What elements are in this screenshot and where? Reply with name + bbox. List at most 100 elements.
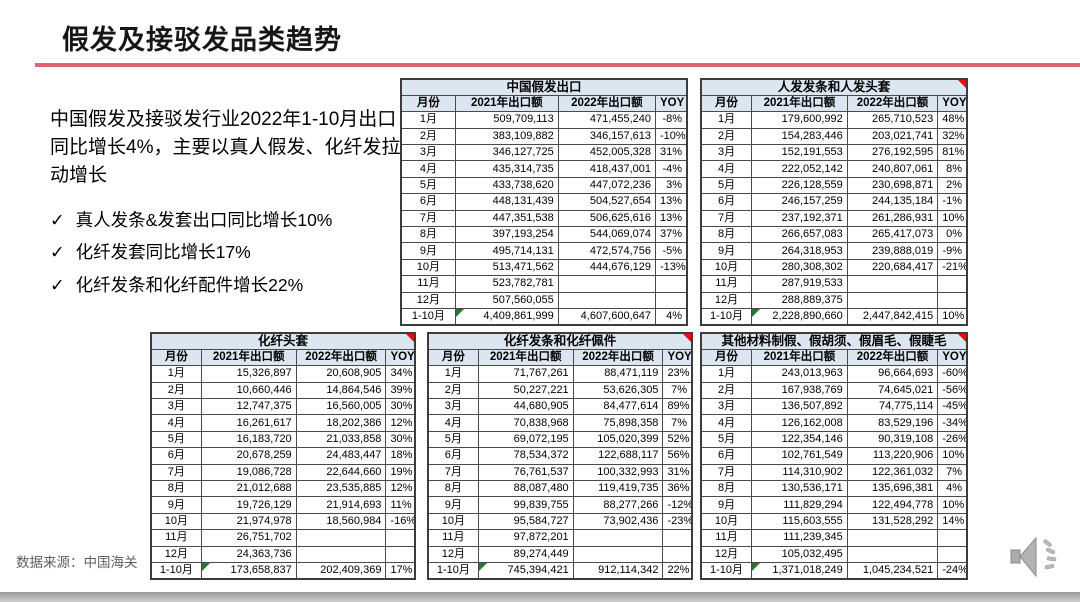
value-cell: 12,747,375 bbox=[200, 398, 297, 416]
value-cell: 12% bbox=[385, 414, 416, 432]
value-cell: 69,072,195 bbox=[477, 430, 574, 449]
month-cell: 12月 bbox=[427, 545, 479, 563]
formula-flag-icon bbox=[479, 563, 487, 571]
value-cell: 44,680,905 bbox=[477, 398, 574, 416]
value-cell: 89,274,449 bbox=[477, 545, 574, 563]
column-header: 月份 bbox=[427, 348, 479, 367]
month-cell: 11月 bbox=[700, 529, 753, 547]
title-underline bbox=[35, 63, 1080, 67]
value-cell: -34% bbox=[937, 414, 968, 432]
value-cell: 14% bbox=[937, 512, 968, 531]
table-body: 1月 243,013,963 96,664,693 -60% 2月 167,938,769… bbox=[700, 365, 968, 580]
comment-marker-icon bbox=[406, 334, 414, 342]
table-header-row: 月份 2021年出口额 2022年出口额 YOY bbox=[700, 348, 968, 367]
month-cell: 1月 bbox=[150, 365, 202, 383]
table-body: 1月 15,326,897 20,608,905 34% 2月 10,660,446 14,… bbox=[150, 365, 416, 580]
value-cell: 89% bbox=[662, 398, 693, 416]
value-cell: 21,033,858 bbox=[295, 430, 387, 449]
month-cell: 7月 bbox=[427, 463, 479, 482]
table-row: 6月 448,131,439 504,527,654 13% bbox=[400, 193, 688, 211]
month-cell: 2月 bbox=[150, 381, 202, 400]
value-cell: 105,032,495 bbox=[751, 545, 848, 563]
value-cell bbox=[937, 545, 968, 563]
table-row: 8月 21,012,688 23,535,885 12% bbox=[150, 480, 416, 498]
value-cell: 18% bbox=[385, 447, 416, 465]
value-cell: 97,872,201 bbox=[477, 529, 574, 547]
value-cell: 154,283,446 bbox=[751, 127, 848, 146]
value-cell: 276,192,595 bbox=[846, 144, 939, 162]
month-cell: 6月 bbox=[400, 193, 456, 211]
value-cell: 32% bbox=[937, 127, 968, 146]
table-row: 12月 288,889,375 bbox=[700, 291, 968, 309]
page-title: 假发及接驳发品类趋势 bbox=[62, 25, 342, 55]
column-header: 2021年出口额 bbox=[751, 348, 848, 367]
month-cell: 6月 bbox=[150, 447, 202, 465]
value-cell: 179,600,992 bbox=[751, 111, 848, 129]
value-cell: 20,608,905 bbox=[295, 365, 387, 383]
table-title: 中国假发出口 bbox=[400, 78, 688, 96]
month-cell: 10月 bbox=[700, 512, 753, 531]
value-cell: -12% bbox=[662, 496, 693, 514]
month-cell: 12月 bbox=[150, 545, 202, 563]
table-header-row: 月份 2021年出口额 2022年出口额 YOY bbox=[700, 94, 968, 113]
value-cell: 131,528,292 bbox=[846, 512, 939, 531]
table-row: 2月 383,109,882 346,157,613 -10% bbox=[400, 127, 688, 146]
column-header: 2021年出口额 bbox=[477, 348, 574, 367]
table-row: 12月 89,274,449 bbox=[427, 545, 693, 563]
bottom-bar bbox=[0, 592, 1080, 602]
table-row: 6月 246,157,259 244,135,184 -1% bbox=[700, 193, 968, 211]
value-cell: 74,645,021 bbox=[846, 381, 939, 400]
table-row: 5月 122,354,146 90,319,108 -26% bbox=[700, 430, 968, 449]
value-cell bbox=[655, 275, 688, 293]
table-row: 7月 76,761,537 100,332,993 31% bbox=[427, 463, 693, 482]
table-row: 7月 19,086,728 22,644,660 19% bbox=[150, 463, 416, 482]
value-cell: 202,409,369 bbox=[295, 561, 387, 580]
audio-speaker-icon[interactable] bbox=[1008, 534, 1060, 582]
value-cell: 167,938,769 bbox=[751, 381, 848, 400]
column-header: 2022年出口额 bbox=[572, 348, 664, 367]
month-cell: 10月 bbox=[427, 512, 479, 531]
value-cell: 18,560,984 bbox=[295, 512, 387, 531]
value-cell: -26% bbox=[937, 430, 968, 449]
column-header: YOY bbox=[937, 348, 968, 367]
value-cell: 37% bbox=[655, 226, 688, 244]
table-row: 10月 21,974,978 18,560,984 -16% bbox=[150, 512, 416, 531]
month-cell: 10月 bbox=[400, 258, 456, 277]
month-cell: 9月 bbox=[700, 496, 753, 514]
value-cell: 3% bbox=[655, 176, 688, 195]
value-cell: 226,128,559 bbox=[751, 176, 848, 195]
month-cell: 5月 bbox=[700, 176, 753, 195]
value-cell: 173,658,837 bbox=[200, 561, 297, 580]
data-source-note: 数据来源：中国海关 bbox=[16, 555, 138, 570]
table-row: 3月 44,680,905 84,477,614 89% bbox=[427, 398, 693, 416]
value-cell: 23,535,885 bbox=[295, 480, 387, 498]
speaker-icon bbox=[1010, 536, 1057, 578]
value-cell: 75,898,358 bbox=[572, 414, 664, 432]
value-cell: 383,109,882 bbox=[454, 127, 559, 146]
value-cell: 111,829,294 bbox=[751, 496, 848, 514]
value-cell: 111,239,345 bbox=[751, 529, 848, 547]
value-cell: 122,361,032 bbox=[846, 463, 939, 482]
value-cell bbox=[846, 545, 939, 563]
table-row: 11月 287,919,533 bbox=[700, 275, 968, 293]
value-cell: 2,447,842,415 bbox=[846, 307, 939, 326]
value-cell: 20,678,259 bbox=[200, 447, 297, 465]
value-cell: -13% bbox=[655, 258, 688, 277]
value-cell: 73,902,436 bbox=[572, 512, 664, 531]
month-cell: 11月 bbox=[400, 275, 456, 293]
month-cell: 8月 bbox=[700, 226, 753, 244]
month-cell: 4月 bbox=[150, 414, 202, 432]
table-row: 11月 111,239,345 bbox=[700, 529, 968, 547]
column-header: YOY bbox=[937, 94, 968, 113]
column-header: 月份 bbox=[150, 348, 202, 367]
table-row: 6月 102,761,549 113,220,906 10% bbox=[700, 447, 968, 465]
value-cell: 19% bbox=[385, 463, 416, 482]
value-cell: 447,351,538 bbox=[454, 209, 559, 228]
value-cell: 506,625,616 bbox=[557, 209, 657, 228]
comment-marker-icon bbox=[958, 334, 966, 342]
table-row: 12月 24,363,736 bbox=[150, 545, 416, 563]
value-cell bbox=[385, 545, 416, 563]
check-icon: ✓ bbox=[50, 210, 65, 230]
value-cell: 30% bbox=[385, 398, 416, 416]
value-cell: 21,974,978 bbox=[200, 512, 297, 531]
